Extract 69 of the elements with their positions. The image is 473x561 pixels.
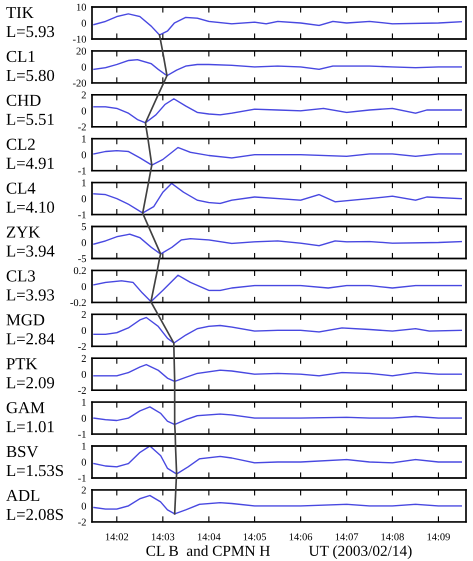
y-tick-label: 10 <box>76 4 86 11</box>
y-tick-label: -2 <box>78 343 86 350</box>
y-tick-label: 0 <box>82 64 86 71</box>
y-tick-label: 2 <box>82 92 86 98</box>
y-tick-label: -1 <box>78 211 86 218</box>
chart-title: CL2 <box>6 138 35 150</box>
x-tick-label: 14:07 <box>336 533 358 540</box>
chart-title: CHD <box>6 94 41 106</box>
y-tick-label: -1 <box>78 430 86 438</box>
y-tick-label: -2 <box>78 386 86 394</box>
text: L=2.08S <box>6 508 63 520</box>
y-tick-label: 0 <box>82 370 86 378</box>
y-tick-label: 0 <box>82 502 86 510</box>
y-tick-label: 5 <box>82 223 86 230</box>
y-tick-label: 0 <box>82 20 86 27</box>
x-tick-label: 14:02 <box>106 533 128 540</box>
text: L=5.80 <box>6 70 54 82</box>
x-tick-label: 14:06 <box>290 533 312 540</box>
chart-title: PTK <box>6 358 38 370</box>
y-tick-label: 0 <box>82 283 86 290</box>
chart-title: ZYK <box>6 226 40 238</box>
chart-title: BSV <box>6 446 38 458</box>
y-tick-label: 2 <box>82 311 86 318</box>
y-tick-label: 1 <box>82 179 86 186</box>
y-tick-label: -1 <box>78 474 86 482</box>
chart-title: TIK <box>6 7 34 18</box>
y-tick-label: 1 <box>82 398 86 406</box>
text: L=5.51 <box>6 114 54 126</box>
y-tick-label: 0 <box>82 414 86 422</box>
chart-title: MGD <box>6 314 44 326</box>
y-tick-label: 0 <box>82 107 86 115</box>
text: L=5.93 <box>6 26 54 38</box>
y-tick-label: 1 <box>82 442 86 450</box>
x-axis-title: CL B and CPMN H UT (2003/02/14) <box>146 545 412 560</box>
y-tick-label: 1 <box>82 135 86 142</box>
y-tick-label: -1 <box>78 167 86 174</box>
y-tick-label: -2 <box>78 124 86 130</box>
text: L=4.91 <box>6 158 54 169</box>
y-tick-label: 0 <box>82 195 86 202</box>
x-tick-label: 14:04 <box>198 533 221 540</box>
x-tick-label: 14:09 <box>427 533 450 540</box>
x-tick-label: 14:03 <box>152 533 174 540</box>
y-tick-label: -20 <box>72 80 86 87</box>
y-tick-label: 20 <box>76 48 86 55</box>
x-tick-label: 14:05 <box>244 533 266 540</box>
text: L=4.10 <box>6 202 54 213</box>
y-tick-label: -2 <box>78 518 86 526</box>
text: L=2.09 <box>6 377 54 388</box>
text: L=1.53S <box>6 464 63 476</box>
y-tick-label: 2 <box>82 486 86 494</box>
text: L=3.93 <box>6 289 54 301</box>
y-tick-label: -5 <box>78 255 86 262</box>
text: L=2.84 <box>6 333 54 345</box>
chart-title: GAM <box>6 402 44 414</box>
chart-title: CL4 <box>6 182 36 194</box>
y-tick-label: -10 <box>72 36 86 43</box>
y-tick-label: 0.2 <box>74 267 86 274</box>
y-tick-label: 2 <box>82 354 86 362</box>
text: L=1.01 <box>6 421 54 432</box>
chart-title: CL1 <box>6 50 35 62</box>
y-tick-label: 0 <box>82 458 86 466</box>
y-tick-label: -0.2 <box>70 299 86 306</box>
chart-title: ADL <box>6 490 40 501</box>
y-tick-label: 0 <box>82 326 86 334</box>
y-tick-label: 0 <box>82 151 86 158</box>
chart-title: CL3 <box>6 270 35 282</box>
x-tick-label: 14:08 <box>381 533 404 540</box>
y-tick-label: 0 <box>82 239 86 246</box>
text: L=3.94 <box>6 245 54 257</box>
